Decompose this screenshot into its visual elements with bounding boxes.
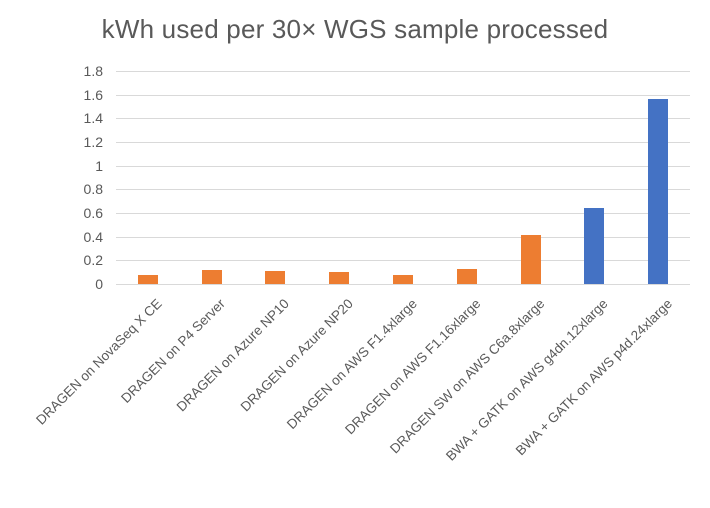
y-axis-tick-label: 1 bbox=[95, 157, 103, 174]
x-axis-category-label: DRAGEN on P4 Server bbox=[118, 296, 229, 406]
x-axis-category-label: DRAGEN on NovaSeq X CE bbox=[32, 296, 165, 428]
bar bbox=[201, 269, 222, 284]
bar bbox=[265, 270, 286, 284]
y-axis-tick-label: 1.4 bbox=[83, 110, 103, 127]
bar bbox=[393, 274, 413, 284]
y-axis-tick-label: 0.6 bbox=[83, 205, 103, 221]
chart-title: kWh used per 30× WGS sample processed bbox=[101, 14, 609, 44]
bar bbox=[137, 274, 158, 284]
y-axis-tick-label: 1.8 bbox=[83, 63, 103, 79]
y-axis-tick-label: 1.6 bbox=[83, 86, 103, 103]
y-axis-tick-label: 0.8 bbox=[83, 181, 103, 198]
x-axis-category-label: DRAGEN on AWS F1.4xlarge bbox=[283, 296, 420, 432]
gridline bbox=[116, 142, 690, 143]
gridline bbox=[116, 165, 690, 167]
bar bbox=[329, 272, 350, 284]
bar bbox=[520, 235, 541, 284]
x-axis-category-label: DRAGEN on Azure NP20 bbox=[237, 296, 356, 415]
gridline bbox=[116, 71, 690, 72]
y-axis-tick-label: 0 bbox=[95, 276, 103, 292]
y-axis-tick-label: 0.2 bbox=[83, 252, 103, 269]
gridline bbox=[116, 236, 690, 238]
x-axis-category-label: DRAGEN on Azure NP10 bbox=[173, 296, 293, 415]
gridline bbox=[116, 213, 690, 214]
bar bbox=[584, 208, 605, 284]
gridline bbox=[116, 284, 690, 285]
gridline bbox=[116, 189, 690, 191]
y-axis-tick-label: 0.4 bbox=[83, 228, 103, 245]
gridline bbox=[116, 94, 690, 96]
bar bbox=[456, 268, 477, 284]
gridline bbox=[116, 260, 690, 262]
y-axis-tick-label: 1.2 bbox=[83, 134, 103, 150]
gridline bbox=[116, 118, 690, 120]
x-axis-category-label: DRAGEN on AWS F1.16xlarge bbox=[342, 296, 484, 438]
bar bbox=[648, 99, 669, 284]
